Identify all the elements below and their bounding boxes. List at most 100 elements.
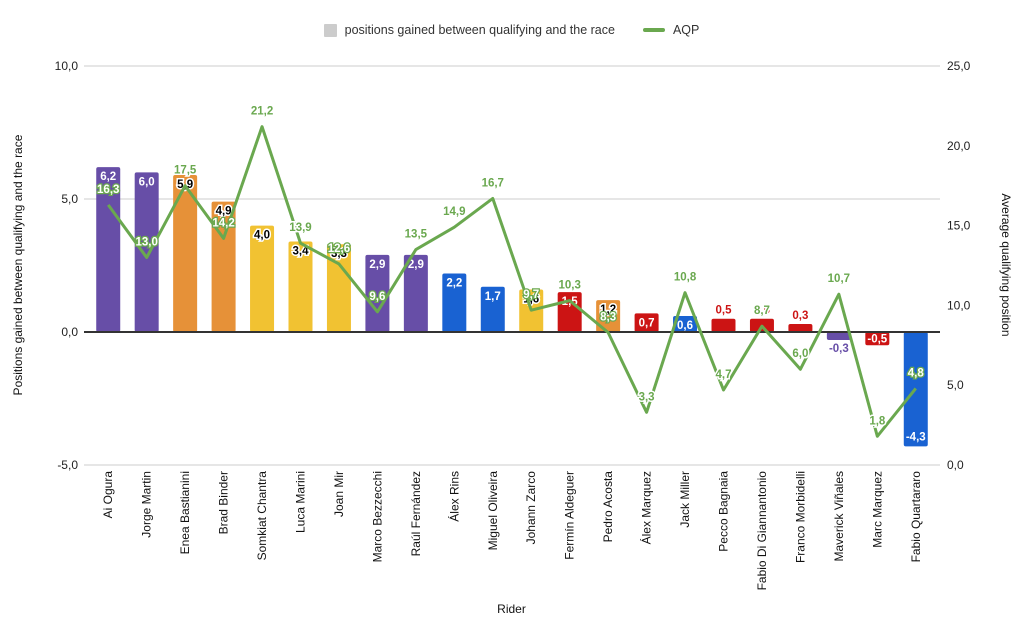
bar <box>596 300 621 332</box>
legend: positions gained between qualifying and … <box>0 23 1023 37</box>
x-tick-label: Johann Zarco <box>524 471 538 545</box>
left-axis-tick-label: 5,0 <box>61 192 78 206</box>
aqp-value-label: 17,5 <box>174 165 197 177</box>
bar-value-label: 6,2 <box>100 171 116 183</box>
bar-value-label: 0,5 <box>716 305 733 317</box>
right-axis-tick-label: 5,0 <box>947 378 964 392</box>
x-tick-label: Marco Bezzecchi <box>370 471 384 562</box>
x-tick-label: Fabio Di Giannantonio <box>755 471 769 591</box>
bar <box>711 318 736 332</box>
x-tick-label: Ai Ogura <box>101 471 115 519</box>
x-tick-label: Maverick Viñales <box>832 471 846 561</box>
x-axis-title: Rider <box>497 602 526 616</box>
aqp-line <box>107 125 917 438</box>
x-tick-label: Jorge Martin <box>140 471 154 538</box>
aqp-value-label: 8,7 <box>754 305 770 317</box>
x-tick-label: Álex Marquez <box>639 471 654 544</box>
bar <box>634 313 659 332</box>
aqp-value-label: 9,6 <box>369 291 385 303</box>
left-axis-tick-label: 0,0 <box>61 325 78 339</box>
bar-value-label: 6,0 <box>139 176 155 188</box>
line-legend-swatch <box>642 28 665 32</box>
x-tick-label: Fermín Aldeguer <box>563 471 577 560</box>
aqp-value-label: 21,2 <box>251 106 273 118</box>
aqp-value-label: 14,2 <box>212 217 234 229</box>
bar-value-label: 2,9 <box>408 259 424 271</box>
x-tick-label: Brad Binder <box>217 471 231 534</box>
x-tick-label: Fabio Quartararo <box>909 471 923 563</box>
x-tick-label: Álex Rins <box>446 471 461 522</box>
aqp-value-label: 12,6 <box>328 243 350 255</box>
right-axis-tick-label: 15,0 <box>947 219 971 233</box>
aqp-value-label: 1,8 <box>869 415 886 427</box>
bar <box>250 225 275 332</box>
bar <box>403 254 428 332</box>
bar-value-label: 3,3 <box>331 248 347 260</box>
x-tick-label: Joan Mir <box>332 471 346 517</box>
aqp-value-label: 16,3 <box>97 184 119 196</box>
aqp-value-label: 10,8 <box>674 272 697 284</box>
bar <box>442 273 467 332</box>
x-tick-label: Raúl Fernández <box>409 471 423 556</box>
x-tick-label: Franco Morbidelli <box>793 471 807 563</box>
bars-legend-label: positions gained between qualifying and … <box>344 23 615 37</box>
bar <box>96 167 121 332</box>
bar-value-label: 4,0 <box>254 230 270 242</box>
right-axis-tick-label: 25,0 <box>947 59 971 73</box>
bar-value-label: 3,4 <box>293 246 310 258</box>
x-tick-label: Marc Marquez <box>870 471 884 548</box>
aqp-value-label: 13,9 <box>289 222 311 234</box>
left-axis-tick-label: 10,0 <box>55 59 79 73</box>
aqp-value-label: 16,7 <box>482 177 504 189</box>
bar <box>865 332 890 346</box>
bar-value-label: 1,7 <box>485 291 501 303</box>
bar-value-label: 1,2 <box>600 304 616 316</box>
line-legend-label: AQP <box>672 23 700 37</box>
right-axis-tick-label: 20,0 <box>947 139 971 153</box>
bar-value-label: -4,3 <box>906 431 926 443</box>
aqp-value-label: 3,3 <box>639 391 655 403</box>
x-tick-label: Miguel Oliveira <box>486 471 500 551</box>
aqp-value-label: 13,0 <box>135 237 157 249</box>
bar-value-label: -0,5 <box>867 334 887 346</box>
bars-legend-swatch <box>323 23 337 37</box>
left-axis-tick-label: -5,0 <box>57 458 78 472</box>
bar-value-label: 0,6 <box>677 320 693 332</box>
x-tick-label: Luca Marini <box>294 471 308 533</box>
aqp-value-label: 9,7 <box>523 289 539 301</box>
bar <box>134 172 159 332</box>
bar-value-label: 2,9 <box>369 259 385 271</box>
aqp-value-label: 4,7 <box>716 369 732 381</box>
x-tick-label: Jack Miller <box>678 471 692 528</box>
legend-item-bars: positions gained between qualifying and … <box>323 23 615 37</box>
bar-value-label: 0,7 <box>639 317 655 329</box>
bar-value-label: 4,9 <box>216 206 232 218</box>
x-tick-label: Pecco Bagnaia <box>717 471 731 552</box>
aqp-value-label: 13,5 <box>405 229 428 241</box>
aqp-value-label: 10,3 <box>558 280 580 292</box>
x-tick-label: Pedro Acosta <box>601 471 615 543</box>
bar <box>788 324 813 332</box>
bar <box>480 286 505 332</box>
bar <box>826 332 851 340</box>
aqp-value-label: 8,3 <box>600 312 616 324</box>
aqp-value-label: 14,9 <box>443 206 465 218</box>
x-tick-label: Enea Bastianini <box>178 471 192 554</box>
aqp-value-label: 4,8 <box>908 367 925 379</box>
aqp-value-label: 10,7 <box>828 273 850 285</box>
bar-value-label: 0,3 <box>792 310 808 322</box>
bar <box>365 254 390 332</box>
legend-item-line: AQP <box>642 23 700 37</box>
x-tick-label: Somkiat Chantra <box>255 471 269 561</box>
right-axis-tick-label: 10,0 <box>947 298 971 312</box>
right-axis-tick-label: 0,0 <box>947 458 964 472</box>
bar <box>673 316 698 332</box>
bar-value-label: -0,3 <box>829 343 849 355</box>
bar <box>211 201 236 332</box>
bar-value-label: 0,5 <box>754 305 771 317</box>
bar <box>173 175 198 332</box>
bar <box>326 244 351 332</box>
bar-value-label: 2,2 <box>446 277 462 289</box>
